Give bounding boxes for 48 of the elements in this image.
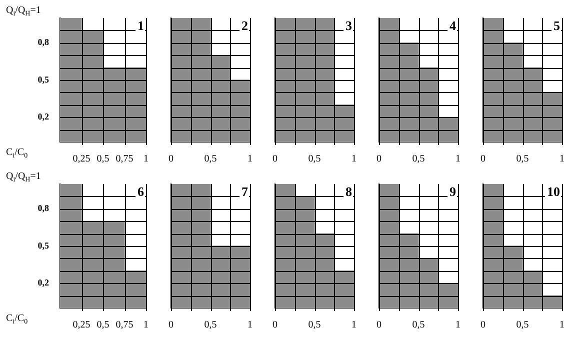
x-tick-label: 0,5 — [308, 320, 321, 331]
y-tick-label: 0,5 — [38, 240, 50, 250]
y-tick-label: 0,2 — [38, 278, 50, 288]
x-tick-label: 1 — [352, 320, 356, 331]
x-tick-label: 0 — [272, 320, 278, 331]
x-tick-label: 0,5 — [308, 154, 321, 165]
x-tick-label: 0 — [480, 154, 486, 165]
x-tick-label: 0,5 — [412, 320, 425, 331]
y-tick-label: 0,5 — [38, 74, 50, 84]
x-tick-label: 0,5 — [516, 154, 529, 165]
x-tick-label: 0 — [376, 320, 382, 331]
annotation: 10 — [547, 184, 560, 199]
x-tick-label: 1 — [248, 320, 252, 331]
x-tick-label: 0,5 — [204, 154, 217, 165]
x-tick-label: 1 — [456, 154, 460, 165]
x-tick-label: 0,75 — [116, 154, 134, 165]
x-tick-label: 0 — [168, 154, 174, 165]
y-tick-label: 0,2 — [38, 112, 50, 122]
x-tick-label: 0 — [272, 154, 278, 165]
x-tick-label: 0 — [376, 154, 382, 165]
x-tick-label: 0 — [168, 320, 174, 331]
y-tick-label: 0,8 — [38, 203, 50, 214]
annotation: 5 — [554, 18, 560, 33]
x-tick-label: 0,25 — [72, 320, 90, 331]
x-tick-label: 0,5 — [516, 320, 529, 331]
x-tick-label: 0 — [480, 320, 486, 331]
annotation: 2 — [242, 18, 248, 33]
x-tick-label: 0,75 — [116, 320, 134, 331]
x-tick-label: 1 — [144, 154, 148, 165]
x-tick-label: 1 — [560, 320, 564, 331]
x-tick-label: 1 — [456, 320, 460, 331]
x-tick-label: 1 — [144, 320, 148, 331]
x-tick-label: 0,25 — [72, 154, 90, 165]
x-tick-label: 1 — [560, 154, 564, 165]
x-tick-label: 0,5 — [96, 320, 110, 331]
annotation: 3 — [346, 18, 352, 33]
x-tick-label: 1 — [352, 154, 356, 165]
x-tick-label: 0,5 — [96, 154, 110, 165]
annotation: 6 — [138, 184, 144, 199]
annotation: 7 — [242, 184, 248, 199]
y-tick-label: 0,8 — [38, 37, 50, 48]
x-tick-label: 0,5 — [412, 154, 425, 165]
annotation: 9 — [450, 184, 456, 199]
x-tick-label: 1 — [248, 154, 252, 165]
x-tick-label: 0,5 — [204, 320, 217, 331]
annotation: 8 — [346, 184, 352, 199]
annotation: 4 — [450, 18, 456, 33]
annotation: 1 — [138, 18, 144, 33]
